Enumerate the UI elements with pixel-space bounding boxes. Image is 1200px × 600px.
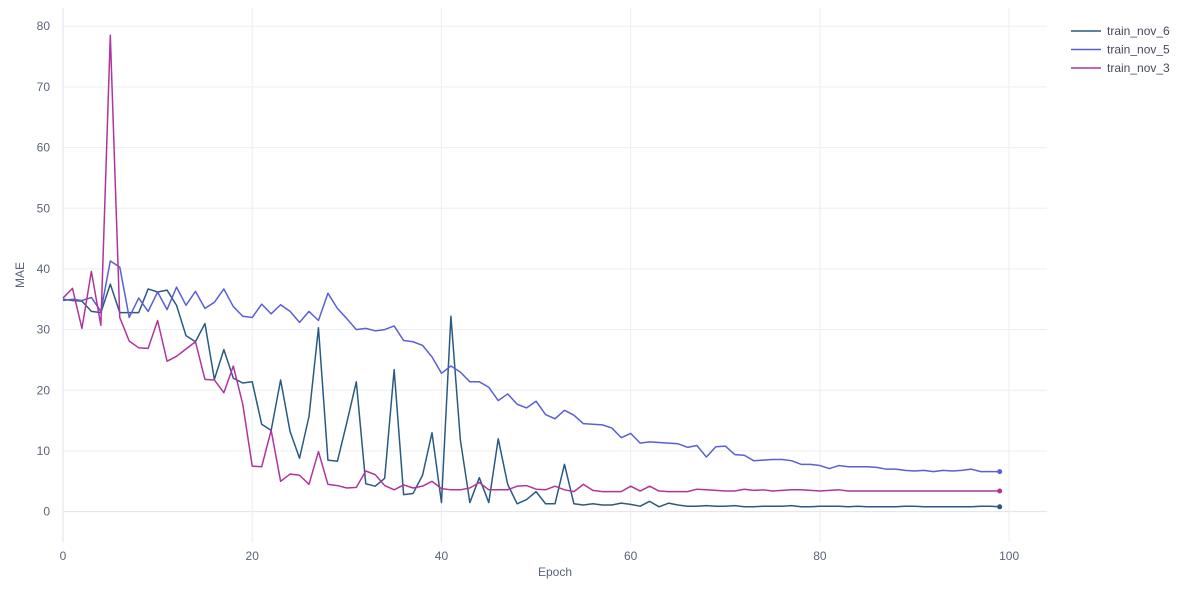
x-tick-label: 80	[813, 549, 827, 563]
grid	[62, 8, 1047, 542]
series-end-marker[interactable]	[997, 469, 1003, 475]
series-line[interactable]	[62, 283, 1000, 508]
series-train_nov_5[interactable]	[62, 260, 1003, 475]
series-end-marker[interactable]	[997, 488, 1003, 494]
x-tick-label: 0	[60, 549, 67, 563]
legend-item[interactable]: train_nov_6	[1071, 24, 1170, 38]
legend-item[interactable]: train_nov_3	[1071, 61, 1170, 75]
y-tick-label: 80	[37, 19, 51, 33]
y-tick-label: 0	[43, 505, 50, 519]
y-tick-label: 40	[37, 262, 51, 276]
series-line[interactable]	[62, 34, 1000, 493]
series-end-marker[interactable]	[997, 504, 1003, 510]
series-lines	[62, 34, 1003, 510]
x-tick-label: 100	[999, 549, 1019, 563]
y-tick-label: 10	[37, 444, 51, 458]
y-tick-label: 20	[37, 383, 51, 397]
legend[interactable]: train_nov_6 train_nov_5 train_nov_3	[1071, 24, 1170, 75]
series-train_nov_3[interactable]	[62, 34, 1003, 494]
y-tick-label: 30	[37, 323, 51, 337]
series-train_nov_6[interactable]	[62, 283, 1003, 510]
y-tick-label: 50	[37, 201, 51, 215]
y-axis-title: MAE	[13, 262, 27, 288]
legend-label: train_nov_5	[1107, 43, 1170, 57]
legend-item[interactable]: train_nov_5	[1071, 43, 1170, 57]
axis-ticks: 0 10 20 30 40 50 60 70 80 0 20 40 60 80 100	[37, 19, 1020, 563]
legend-label: train_nov_6	[1107, 24, 1170, 38]
y-tick-label: 60	[37, 141, 51, 155]
legend-label: train_nov_3	[1107, 61, 1170, 75]
series-line[interactable]	[62, 260, 1000, 473]
x-tick-label: 40	[435, 549, 449, 563]
x-tick-label: 20	[246, 549, 260, 563]
y-tick-label: 70	[37, 80, 51, 94]
x-tick-label: 60	[624, 549, 638, 563]
x-axis-title: Epoch	[538, 565, 572, 579]
